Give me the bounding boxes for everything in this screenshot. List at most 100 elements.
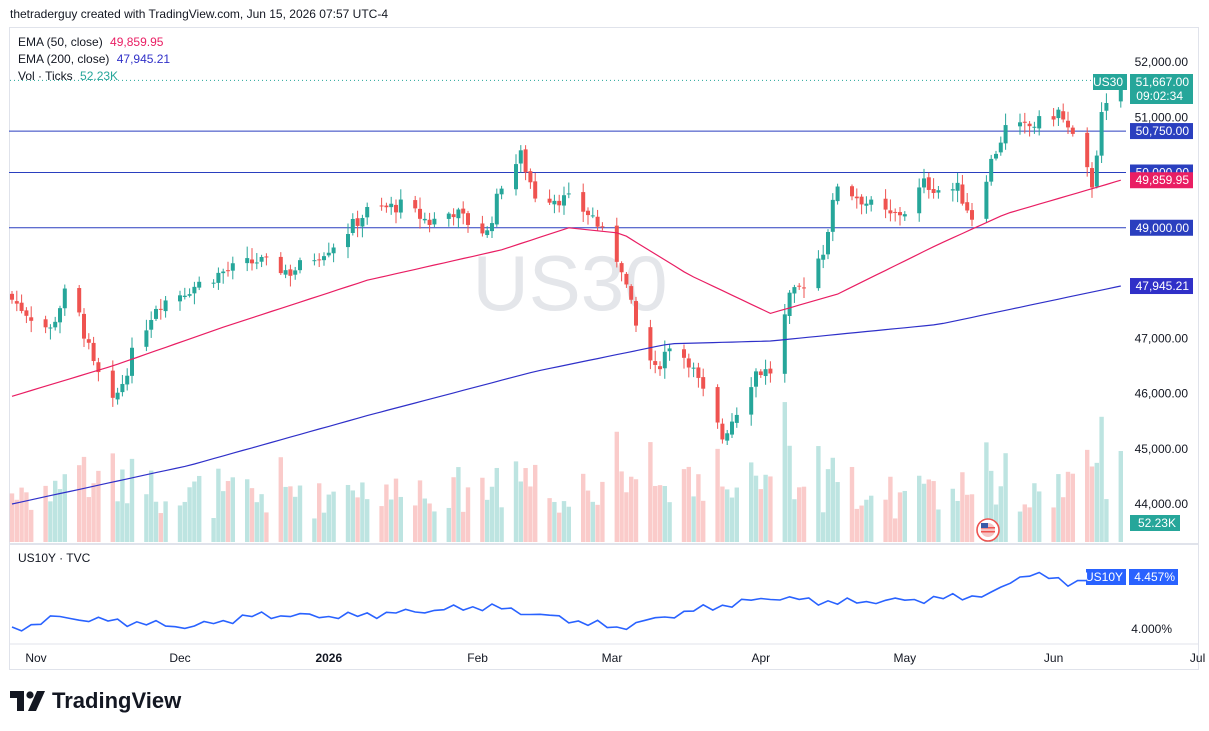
candle-body-67 <box>456 209 461 219</box>
legend-ema50-label: EMA (50, close) <box>18 35 103 49</box>
volume-bar-145 <box>984 442 989 542</box>
volume-bar-2 <box>19 487 24 542</box>
candle-body-96 <box>653 361 658 365</box>
candle-body-151 <box>1022 121 1027 123</box>
volume-bar-18 <box>125 503 130 542</box>
candle-body-130 <box>883 198 888 210</box>
candle-body-38 <box>259 256 264 262</box>
volume-bar-79 <box>533 464 538 542</box>
candle-body-113 <box>763 369 768 377</box>
volume-bar-113 <box>763 474 768 542</box>
candle-body-115 <box>782 314 787 374</box>
price-tick-2: 47,000.00 <box>1135 331 1189 345</box>
candle-body-92 <box>624 273 629 285</box>
time-tick-2: 2026 <box>315 651 342 665</box>
volume-bar-150 <box>1017 511 1023 542</box>
volume-bar-3 <box>24 492 29 542</box>
candle-body-157 <box>1061 111 1066 120</box>
candle-body-90 <box>614 225 619 262</box>
volume-bar-68 <box>461 511 466 542</box>
candle-body-25 <box>178 295 182 302</box>
legend-ema50[interactable]: EMA (50, close) 49,859.95 <box>18 35 163 49</box>
volume-bar-116 <box>787 445 792 542</box>
volume-bar-122 <box>825 469 831 542</box>
volume-bar-9 <box>62 474 67 542</box>
volume-bar-20 <box>144 494 149 542</box>
volume-bar-151 <box>1022 504 1027 542</box>
volume-bar-46 <box>317 483 322 542</box>
legend-volume-label: Vol · Ticks <box>18 69 73 83</box>
candle-body-59 <box>398 199 403 213</box>
legend-volume[interactable]: Vol · Ticks 52.23K <box>18 69 118 83</box>
candle-body-147 <box>994 153 998 159</box>
volume-bar-121 <box>821 512 826 542</box>
candle-body-142 <box>960 184 965 204</box>
volume-bar-155 <box>1051 507 1056 542</box>
volume-bar-22 <box>153 501 159 542</box>
candle-body-6 <box>48 327 53 329</box>
volume-bar-138 <box>931 481 936 542</box>
candle-body-143 <box>965 202 970 211</box>
volume-bar-27 <box>187 487 192 542</box>
candle-body-54 <box>365 207 370 218</box>
volume-bar-45 <box>312 518 317 542</box>
volume-bar-126 <box>854 508 859 542</box>
volume-bar-165 <box>1118 451 1123 542</box>
volume-bar-59 <box>398 496 403 542</box>
volume-bar-17 <box>120 469 125 542</box>
volume-bar-52 <box>355 497 360 542</box>
volume-bar-71 <box>485 499 490 542</box>
legend-ema200[interactable]: EMA (200, close) 47,945.21 <box>18 52 170 66</box>
candle-body-102 <box>691 367 696 369</box>
volume-bar-11 <box>81 456 87 542</box>
candle-body-152 <box>1027 123 1032 127</box>
candle-body-164 <box>1104 103 1109 111</box>
volume-bar-98 <box>662 485 667 542</box>
volume-bar-94 <box>633 479 639 542</box>
candle-body-9 <box>62 288 67 309</box>
volume-bar-120 <box>816 446 821 542</box>
candle-body-159 <box>1070 127 1075 134</box>
volume-bar-66 <box>451 477 456 542</box>
volume-bar-163 <box>1099 416 1104 542</box>
candle-body-23 <box>158 308 163 310</box>
volume-bar-156 <box>1056 474 1061 542</box>
candle-body-146 <box>989 158 994 182</box>
volume-bar-25 <box>177 505 183 542</box>
candle-body-112 <box>758 371 763 376</box>
ema-tag-1: 47,945.21 <box>1136 279 1190 293</box>
candle-body-107 <box>725 433 730 441</box>
ema50-line <box>11 179 1121 397</box>
candle-body-134 <box>902 214 907 217</box>
time-tick-1: Dec <box>169 651 190 665</box>
candle-body-1 <box>14 301 19 304</box>
volume-bar-61 <box>417 480 423 542</box>
volume-bar-41 <box>283 486 288 542</box>
volume-bar-48 <box>326 494 331 542</box>
candle-body-27 <box>187 294 192 296</box>
candle-body-5 <box>43 319 48 328</box>
candle-body-155 <box>1051 116 1056 120</box>
volume-bar-131 <box>888 476 893 542</box>
candle-body-97 <box>658 366 662 370</box>
candle-body-81 <box>552 200 557 205</box>
price-tag-countdown: 09:02:34 <box>1136 89 1183 103</box>
candle-body-165 <box>1118 80 1123 102</box>
candle-body-83 <box>562 195 566 206</box>
hline-tag-0: 50,750.00 <box>1136 124 1190 138</box>
legend-ema200-value: 47,945.21 <box>116 52 171 66</box>
candle-body-119 <box>802 287 806 289</box>
volume-bar-56 <box>384 484 389 542</box>
price-tick-5: 44,000.00 <box>1135 497 1189 511</box>
candle-body-124 <box>835 186 840 202</box>
candle-body-121 <box>821 254 826 260</box>
volume-bar-112 <box>758 489 763 542</box>
volume-bar-87 <box>590 501 595 542</box>
volume-bar-42 <box>288 486 293 542</box>
volume-bar-4 <box>29 509 34 542</box>
sub-pane-title[interactable]: US10Y · TVC <box>18 551 91 565</box>
candle-body-114 <box>768 368 773 374</box>
flag-stripe-2 <box>981 531 995 533</box>
candle-body-104 <box>701 377 706 389</box>
